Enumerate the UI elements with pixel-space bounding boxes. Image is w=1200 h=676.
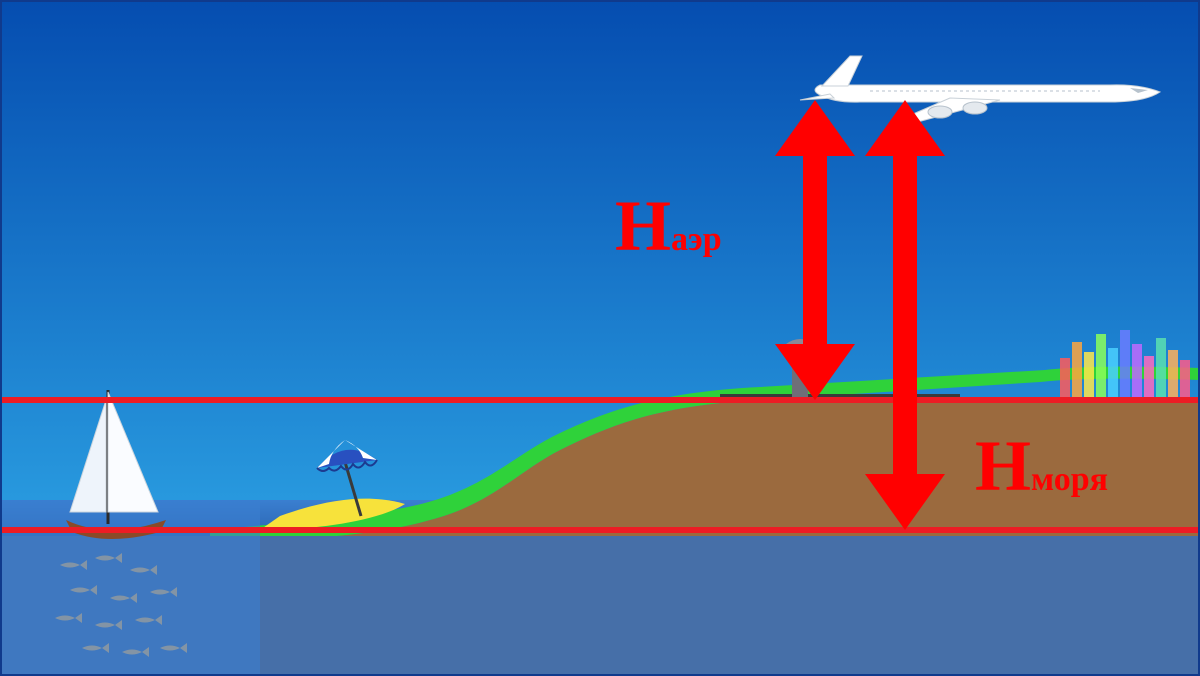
scene-svg xyxy=(0,0,1200,676)
label-h-sea-main: Н xyxy=(975,426,1031,506)
label-h-sea: Нморя xyxy=(975,430,1108,502)
label-h-sea-sub: моря xyxy=(1031,461,1108,498)
label-h-airport-main: Н xyxy=(615,186,671,266)
label-h-airport-sub: аэр xyxy=(671,221,722,258)
label-h-airport: Наэр xyxy=(615,190,722,262)
altitude-diagram: Наэр Нморя xyxy=(0,0,1200,676)
